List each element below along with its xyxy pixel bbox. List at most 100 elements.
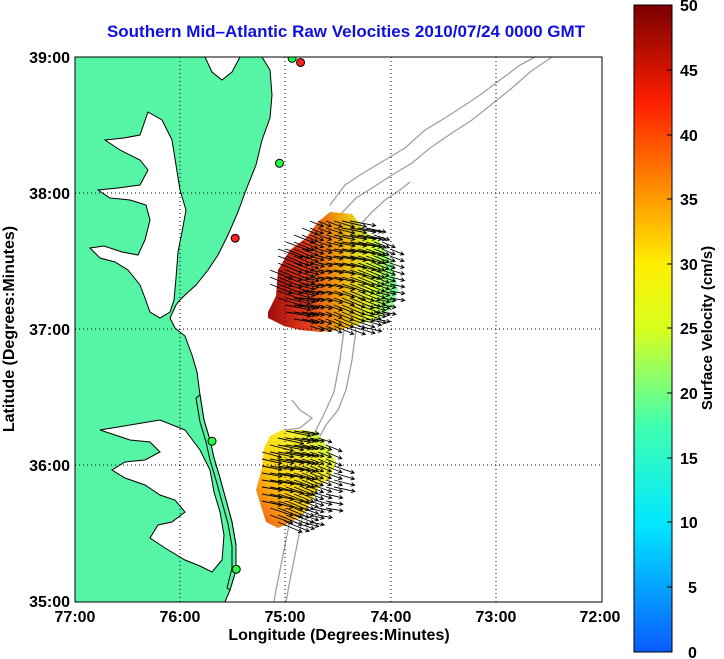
velocity-arrow [325,234,344,242]
colorbar-gradient [633,4,673,653]
x-axis-ticks: 77:00 76:00 75:00 74:00 73:00 72:00 [55,609,621,626]
delaware-bay [204,57,241,81]
velocity-arrow [293,521,316,531]
velocity-arrow [325,479,344,487]
velocity-arrow [309,514,325,520]
radar-station-marker [230,233,240,243]
velocity-arrow [325,472,343,480]
pamlico-sound [99,419,225,573]
velocity-arrow [285,458,312,466]
velocity-arrow [381,283,397,290]
velocity-arrow [325,507,344,513]
velocity-arrow [317,465,333,473]
velocity-arrow [357,318,383,327]
colorbar-label: Surface Velocity (cm/s) [699,246,716,410]
y-tick-label: 35:00 [29,594,70,611]
velocity-arrow [301,472,319,481]
velocity-arrow [317,255,333,261]
velocity-arrow [325,465,343,474]
velocity-arrow [341,283,367,294]
velocity-arrow [269,486,295,494]
velocity-arrow [381,304,397,310]
velocity-arrow [357,325,383,333]
velocity-arrow [333,290,356,299]
colorbar-tick-label: 20 [680,386,698,403]
velocity-arrow [309,325,325,332]
velocity-arrow [261,465,283,472]
velocity-arrow [349,220,377,228]
velocity-arrow [333,234,356,242]
velocity-field-south [256,430,336,528]
velocity-arrow [325,325,343,334]
grid-lines [75,57,602,602]
velocity-arrow [293,290,316,298]
velocity-arrow [317,500,333,507]
colorbar-ticks [667,69,672,588]
velocity-arrow [317,451,333,459]
velocity-arrow [301,276,320,283]
velocity-arrow [373,276,391,284]
velocity-arrow [309,318,325,325]
velocity-arrow [341,220,368,229]
velocity-arrow [285,304,312,312]
velocity-arrow [373,234,391,242]
velocity-arrow [285,521,311,533]
velocity-arrow [309,486,325,494]
velocity-arrow [269,479,295,486]
velocity-field [256,212,406,533]
velocity-arrow [325,318,343,327]
velocity-arrow [269,444,295,453]
y-tick-label: 39:00 [29,50,70,67]
velocity-arrow [301,514,320,522]
velocity-arrow [341,248,368,255]
velocity-arrow [317,437,333,444]
velocity-arrow [317,493,333,500]
velocity-arrow [309,262,325,268]
velocity-arrow [309,220,325,228]
velocity-arrow [357,234,383,242]
x-tick-label: 77:00 [55,609,96,626]
velocity-arrow [389,283,406,289]
velocity-arrow [277,479,305,488]
velocity-arrow [357,227,383,234]
velocity-arrow [333,304,355,314]
velocity-arrow [317,304,333,311]
x-axis-label: Longitude (Degrees:Minutes) [228,627,449,644]
velocity-arrow [293,276,316,285]
velocity-arrow [285,430,312,438]
colorbar-tick-label: 0 [688,645,697,659]
velocity-arrow [349,255,377,264]
y-axis-ticks: 39:00 38:00 37:00 36:00 35:00 [29,50,70,611]
velocity-arrow [261,451,283,459]
x-tick-label: 72:00 [580,609,621,626]
velocity-arrow [317,311,333,318]
velocity-arrow [309,479,325,487]
x-tick-label: 75:00 [265,609,306,626]
velocity-arrow [309,444,325,451]
velocity-arrow [325,486,344,493]
velocity-arrow [389,290,406,296]
velocity-arrow [333,241,356,248]
velocity-arrow [333,479,356,487]
colorbar-tick-label: 25 [680,321,698,338]
velocity-arrow [341,262,368,270]
velocity-arrow [301,269,320,276]
colorbar-tick-label: 15 [680,451,698,468]
velocity-arrow [373,297,391,304]
velocity-arrow [325,297,344,305]
velocity-arrow [325,248,344,255]
velocity-arrow [373,269,390,278]
velocity-arrow [365,311,387,319]
radar-station-marker [207,436,217,446]
radar-station-marker [287,57,297,63]
velocity-arrow [333,325,355,335]
velocity-arrow [325,304,344,312]
velocity-arrow [349,325,376,335]
colorbar-tick-label: 35 [680,192,698,209]
velocity-arrow [317,444,333,451]
velocity-arrow [325,500,344,506]
velocity-arrow [301,465,320,473]
velocity-arrow [301,479,319,488]
velocity-arrow [301,227,319,236]
